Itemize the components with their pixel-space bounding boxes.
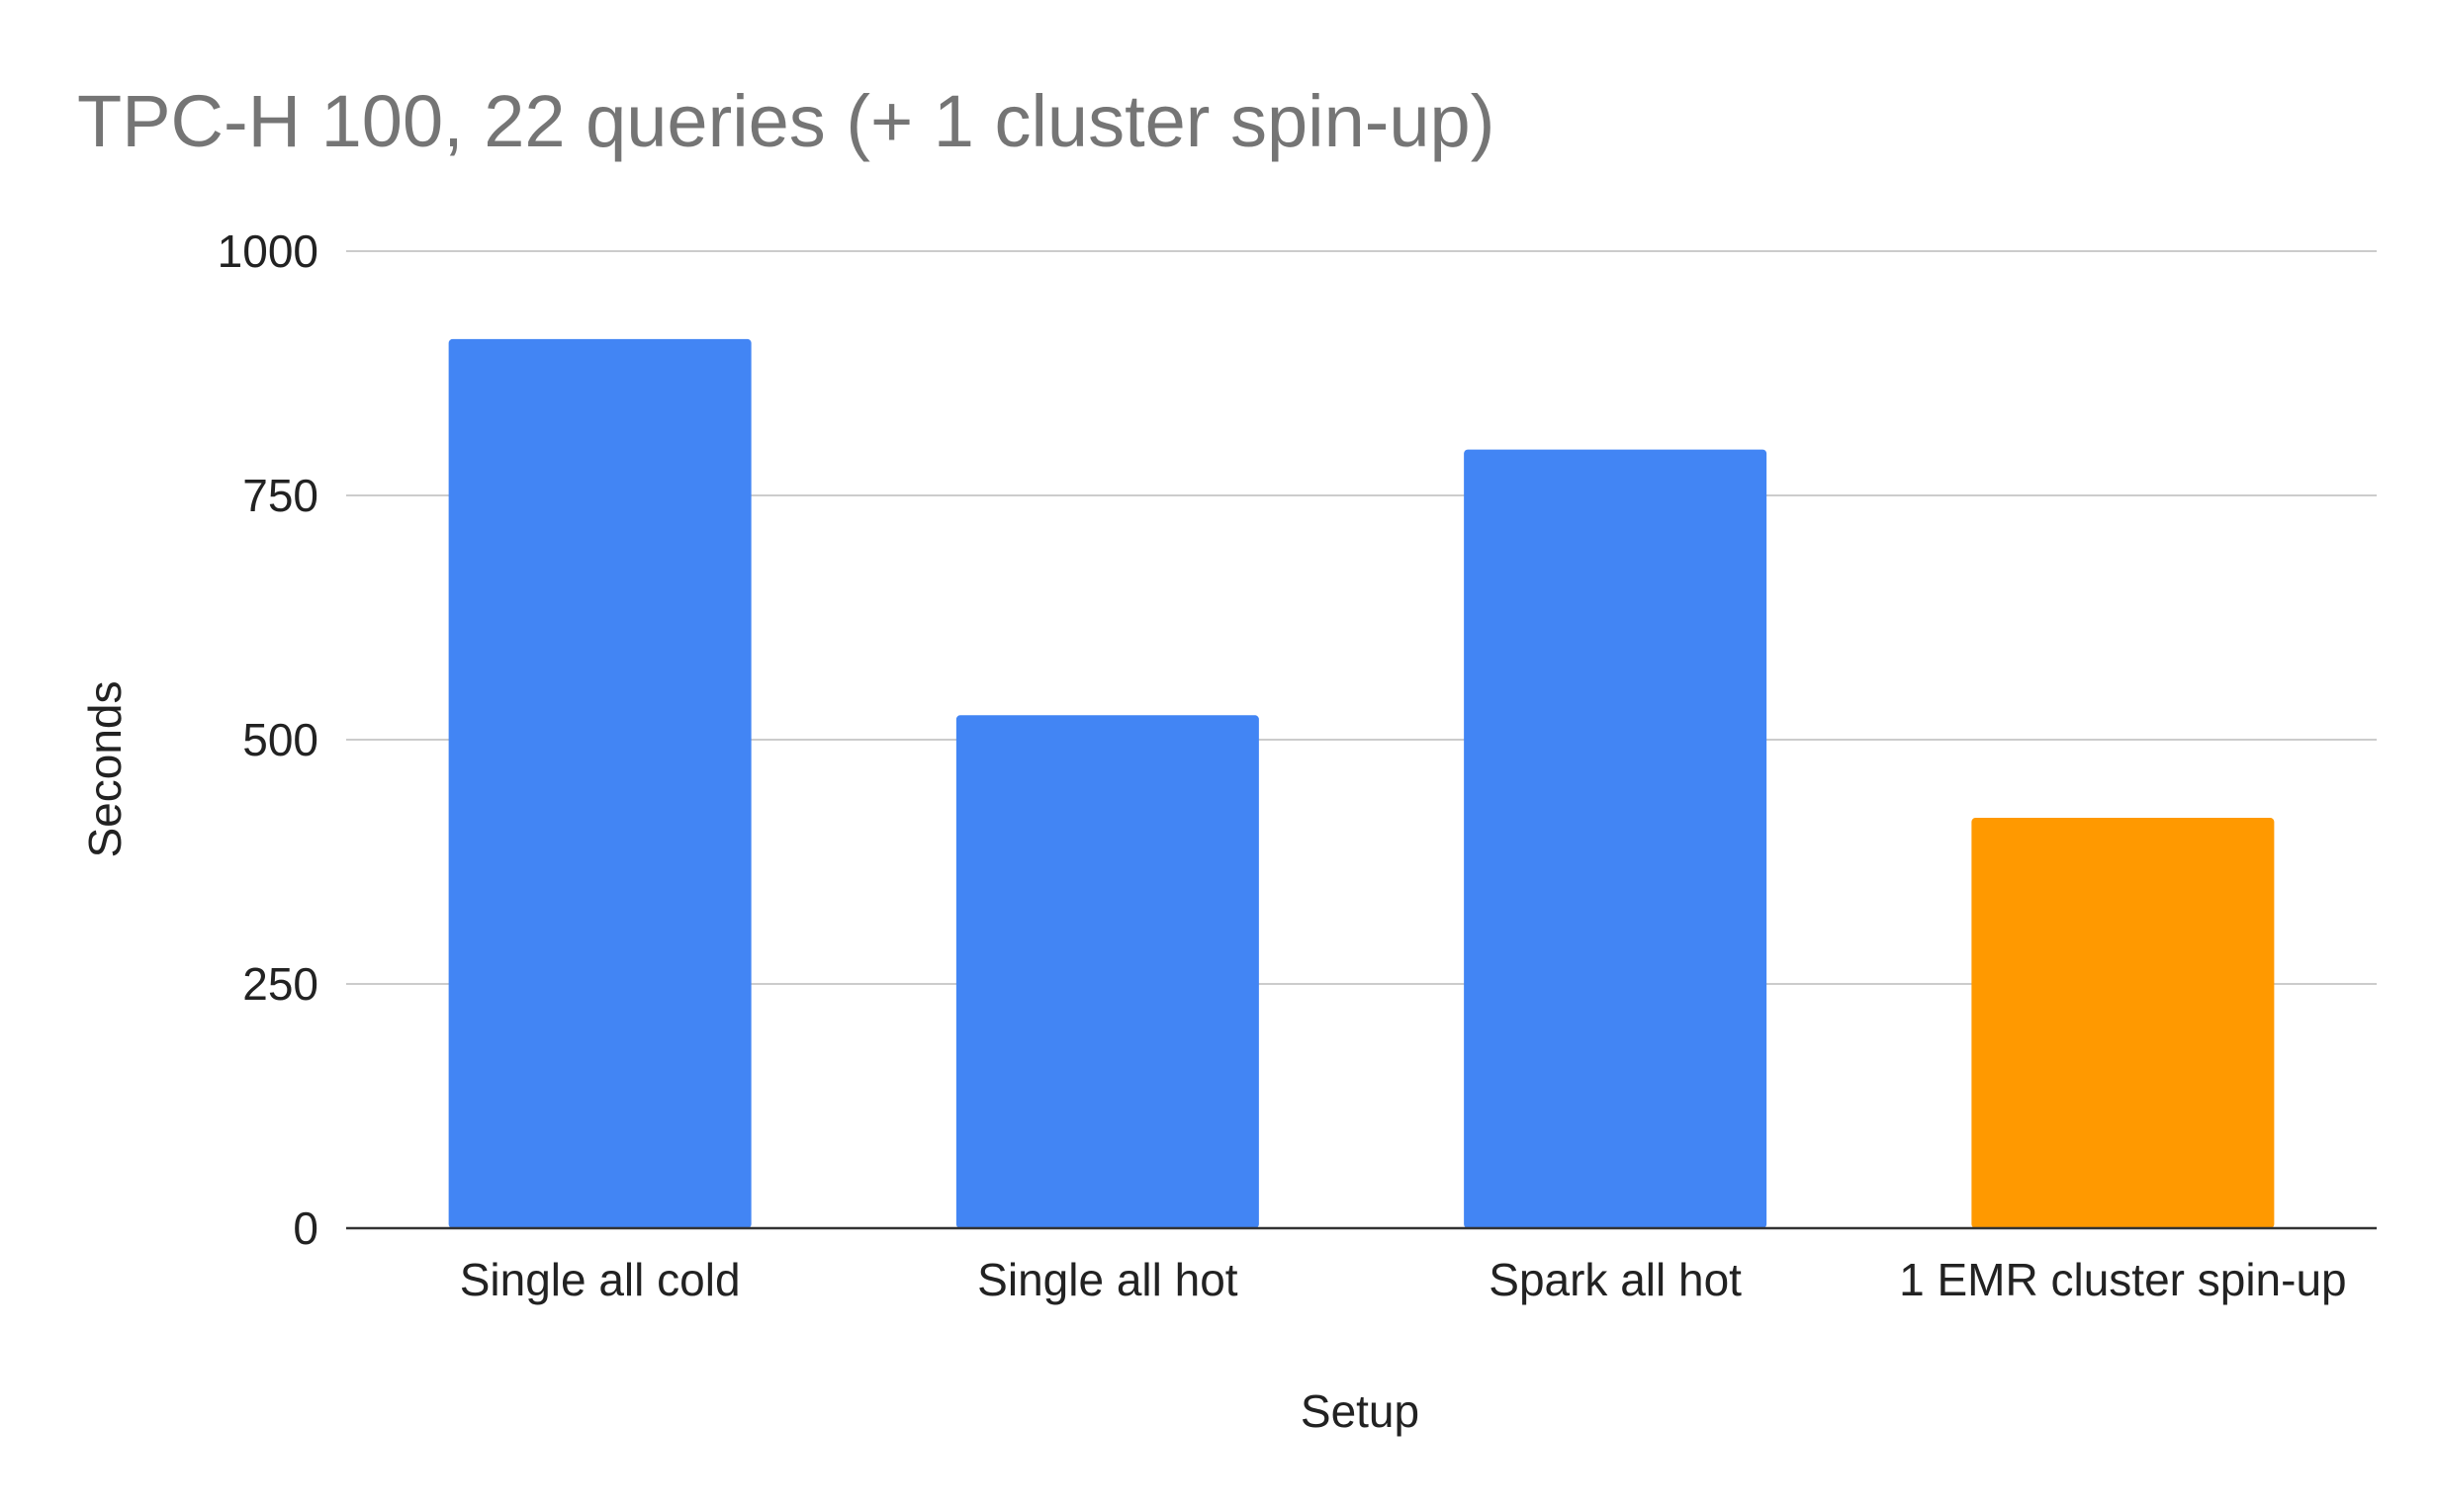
y-axis-title: Seconds — [79, 680, 131, 857]
bar-single-all-hot — [955, 715, 1259, 1228]
x-tick-label: 1 EMR cluster spin-up — [1899, 1254, 2347, 1305]
bar-single-all-cold — [448, 338, 752, 1228]
y-tick-labels: 0 250 500 750 1000 — [218, 225, 318, 1254]
bars — [448, 338, 2275, 1229]
y-tick-label: 500 — [242, 714, 318, 765]
chart-title: TPC-H 100, 22 queries (+ 1 cluster spin-… — [77, 80, 1494, 162]
y-tick-label: 0 — [293, 1202, 318, 1254]
x-tick-label: Single all cold — [460, 1254, 741, 1305]
x-tick-label: Single all hot — [977, 1254, 1238, 1305]
bar-1-emr-cluster-spin-up — [1971, 818, 2275, 1228]
y-tick-label: 750 — [242, 470, 318, 521]
bar-spark-all-hot — [1464, 449, 1767, 1229]
x-tick-label: Spark all hot — [1489, 1254, 1742, 1305]
y-tick-label: 250 — [242, 958, 318, 1010]
y-tick-label: 1000 — [218, 225, 318, 277]
x-tick-labels: Single all cold Single all hot Spark all h… — [460, 1254, 2347, 1305]
x-axis-title: Setup — [1301, 1385, 1419, 1437]
